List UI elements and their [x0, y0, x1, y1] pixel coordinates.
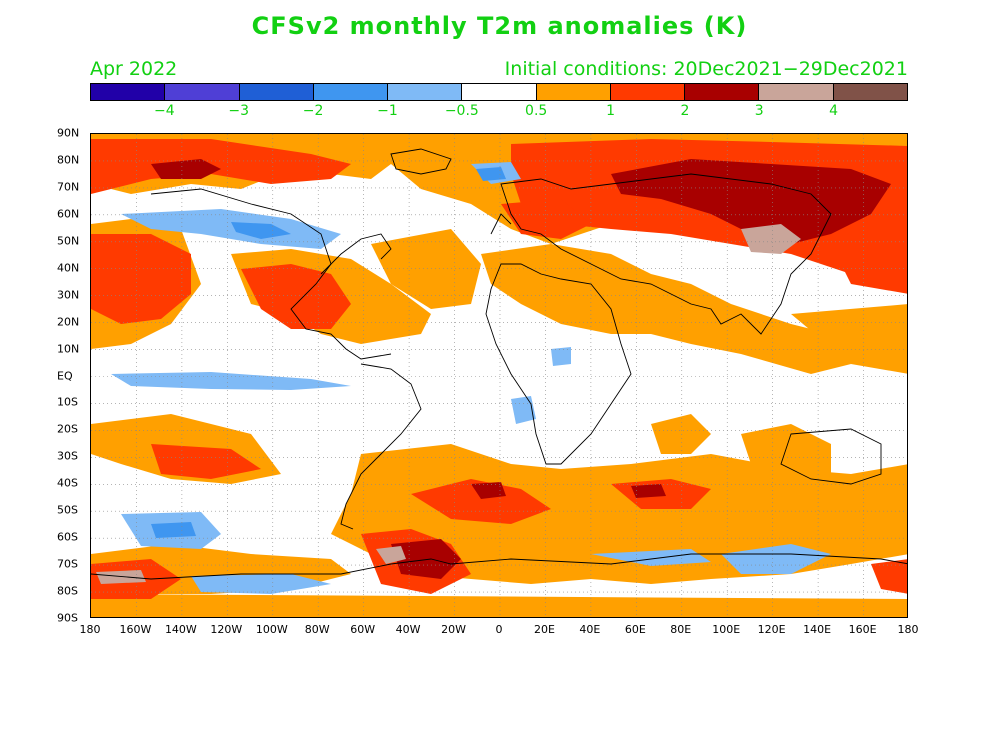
latitude-label: 10S	[57, 395, 78, 409]
latitude-label: 90S	[57, 611, 78, 625]
colorbar-label: −3	[228, 103, 250, 119]
colorbar-box	[313, 84, 389, 100]
latitude-label: 10N	[57, 342, 80, 356]
colorbar-box	[685, 84, 760, 100]
colorbar-box	[462, 84, 537, 100]
colorbar-label: 0.5	[525, 103, 548, 119]
longitude-label: 160W	[119, 623, 152, 636]
longitude-label: 100E	[712, 623, 741, 636]
colorbar-box	[91, 84, 166, 100]
longitude-label: 140E	[803, 623, 832, 636]
chart-title: CFSv2 monthly T2m anomalies (K)	[251, 12, 748, 40]
longitude-label: 140W	[164, 623, 197, 636]
latitude-label: 20S	[57, 422, 78, 436]
latitude-label: 50N	[57, 234, 80, 248]
graticule	[91, 134, 907, 617]
latitude-label: EQ	[57, 369, 73, 382]
latitude-label: 70N	[57, 180, 80, 194]
latitude-label: 90N	[57, 126, 80, 140]
colorbar-box	[165, 84, 240, 100]
latitude-label: 40N	[57, 261, 80, 275]
latitude-label: 60S	[57, 530, 78, 544]
initial-conditions: Initial conditions: 20Dec2021−29Dec2021	[504, 58, 908, 80]
longitude-label: 20W	[441, 623, 466, 636]
colorbar-label: 2	[680, 103, 690, 119]
colorbar-label: 1	[606, 103, 615, 119]
colorbar-box	[388, 84, 463, 100]
colorbar-box	[759, 84, 834, 100]
map-svg	[91, 134, 907, 617]
anomaly-blue-regions	[151, 167, 506, 538]
longitude-label: 120E	[757, 623, 786, 636]
longitude-label: 80E	[670, 623, 692, 636]
longitude-label: 60E	[624, 623, 646, 636]
colorbar-label: −1	[377, 103, 398, 119]
latitude-label: 30S	[57, 449, 78, 463]
latitude-label: 70S	[57, 557, 78, 571]
anomaly-tan-regions	[96, 224, 801, 584]
longitude-label: 180	[79, 623, 101, 636]
anomaly-darkred-regions	[151, 159, 891, 579]
colorbar-label: −2	[302, 103, 324, 119]
longitude-label: 40W	[395, 623, 421, 636]
latitude-label: 50S	[57, 503, 78, 517]
latitude-label: 80S	[57, 584, 78, 598]
colorbar-label: −4	[154, 103, 175, 119]
anomaly-orange-regions	[91, 134, 907, 617]
colorbar-box	[610, 84, 686, 100]
longitude-label: 20E	[533, 623, 555, 636]
colorbar-label: 3	[754, 103, 764, 119]
longitude-label: 160E	[848, 623, 877, 636]
colorbar-box	[536, 84, 611, 100]
longitude-label: 100W	[255, 623, 288, 636]
latitude-label: 60N	[57, 207, 80, 221]
colorbar	[90, 83, 908, 101]
longitude-label: 40E	[579, 623, 601, 636]
latitude-label: 80N	[57, 153, 80, 167]
colorbar-box	[833, 84, 907, 100]
longitude-label: 80W	[304, 623, 330, 636]
latitude-label: 30N	[57, 288, 80, 302]
longitude-label: 60W	[350, 623, 376, 636]
colorbar-label: 4	[829, 103, 839, 119]
longitude-label: 120W	[210, 623, 243, 636]
colorbar-label: −0.5	[444, 103, 479, 119]
anomaly-lightblue-regions	[111, 162, 831, 594]
longitude-label: 180	[897, 623, 919, 636]
anomaly-map	[90, 133, 908, 618]
colorbar-box	[239, 84, 314, 100]
forecast-month: Apr 2022	[90, 58, 178, 80]
latitude-label: 40S	[57, 476, 78, 490]
longitude-label: 0	[495, 623, 503, 636]
coastlines	[91, 148, 907, 580]
latitude-label: 20N	[57, 315, 80, 329]
